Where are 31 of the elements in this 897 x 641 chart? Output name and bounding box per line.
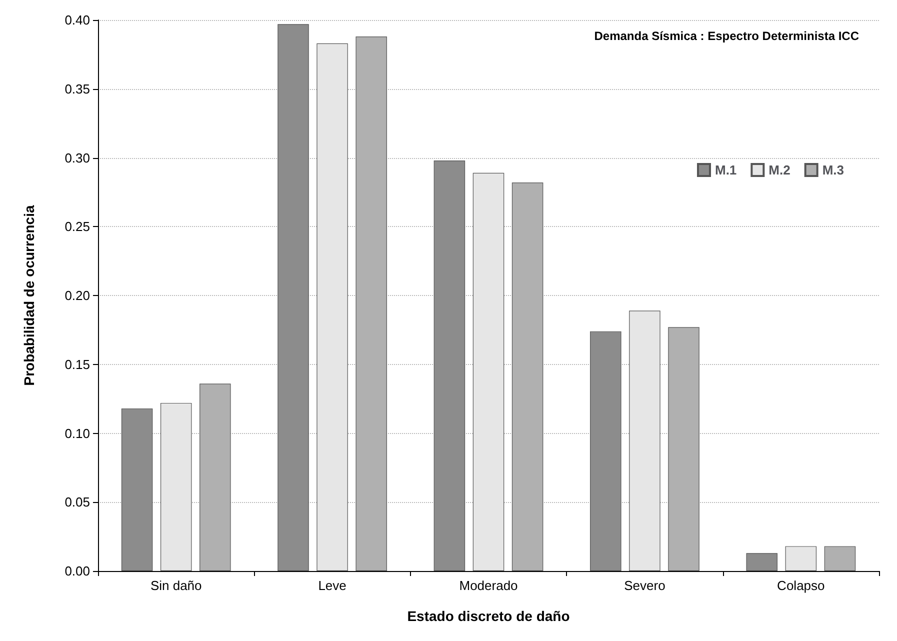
y-tick-label: 0.10 <box>64 426 90 441</box>
bar <box>160 402 192 571</box>
bar <box>629 310 660 571</box>
bar <box>278 24 309 571</box>
y-tick-label: 0.40 <box>64 12 90 28</box>
y-tick-label: 0.35 <box>64 81 90 96</box>
x-tick-label: Colapso <box>777 578 825 593</box>
annotation: Demanda Sísmica : Espectro Determinista ICC <box>594 29 860 43</box>
y-tick-label: 0.25 <box>64 219 90 234</box>
legend-label: M.1 <box>714 162 737 178</box>
x-tick-label: Sin daño <box>150 578 202 593</box>
y-axis-title: Probabilidad de ocurrencia <box>21 205 37 386</box>
x-tick-label: Moderado <box>459 578 518 593</box>
legend-label: M.2 <box>768 162 790 178</box>
y-tick-label: 0.15 <box>64 356 90 372</box>
y-tick-label: 0.00 <box>64 564 90 578</box>
y-tick-label: 0.20 <box>64 288 90 303</box>
x-axis-title: Estado discreto de daño <box>407 608 570 624</box>
bar <box>590 331 622 571</box>
y-tick-label: 0.30 <box>64 150 90 166</box>
bar <box>785 546 817 571</box>
bar <box>316 43 348 571</box>
bar <box>121 408 153 571</box>
legend-label: M.3 <box>822 162 844 178</box>
x-tick-label: Severo <box>624 578 666 593</box>
bar <box>824 546 856 571</box>
x-tick-label: Leve <box>318 578 346 593</box>
bar <box>434 160 466 571</box>
bar <box>472 172 504 571</box>
y-tick-label: 0.05 <box>64 494 90 510</box>
bar <box>746 553 778 571</box>
